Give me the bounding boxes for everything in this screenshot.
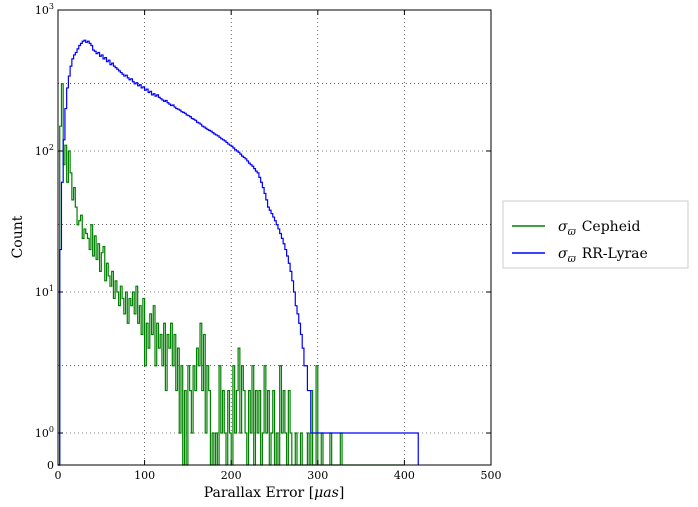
x-tick-label: 300 [307,469,328,482]
x-axis-label: Parallax Error [μas] [204,485,345,501]
y-tick-label-exponent: 3 [49,2,54,11]
axis-ticks [57,9,492,466]
legend-box [502,200,689,269]
legend-sigma-cepheid: σ [558,219,568,235]
y-axis-label: Count [10,215,26,258]
x-axis-label-unit: μas [314,485,339,501]
y-tick-label-base: 10 [35,427,49,440]
legend-text-rrlyrae: RR-Lyrae [582,246,648,262]
y-tick-label: 101 [35,284,54,299]
x-axis-label-suffix: ] [339,485,344,501]
y-tick-label-exponent: 2 [49,143,54,152]
series-line-rrlyrae [58,39,419,466]
series-layer [58,39,419,466]
legend-text-cepheid: Cepheid [582,219,641,235]
legend-sub-cepheid: ϖ [568,227,577,238]
y-tick-label-exponent: 1 [49,284,54,293]
y-tick-label-base: 10 [35,145,49,158]
y-tick-label: 100 [35,425,54,440]
y-tick-label: 0 [47,459,54,472]
x-tick-label: 400 [394,469,415,482]
y-tick-label: 102 [35,143,54,158]
y-tick-label: 103 [35,2,54,17]
series-line-cepheid [58,83,405,466]
plot-frame [57,9,492,466]
y-tick-label-exponent: 0 [49,425,54,434]
x-tick-labels: 0 100 200 300 400 500 [55,469,502,482]
legend-sub-rrlyrae: ϖ [568,254,577,265]
legend-sigma-rrlyrae: σ [558,246,568,262]
y-tick-label-base: 0 [47,459,54,472]
legend-label-cepheid: σϖ Cepheid [558,219,640,238]
legend: σϖ Cepheid σϖ RR-Lyrae [502,200,689,269]
x-axis-label-text: Parallax Error [ [204,485,314,501]
y-tick-label-base: 10 [35,4,49,17]
legend-label-rrlyrae: σϖ RR-Lyrae [558,246,648,265]
x-tick-label: 500 [481,469,502,482]
y-tick-label-base: 10 [35,286,49,299]
x-tick-label: 0 [55,469,62,482]
x-tick-label: 200 [221,469,242,482]
x-tick-label: 100 [134,469,155,482]
